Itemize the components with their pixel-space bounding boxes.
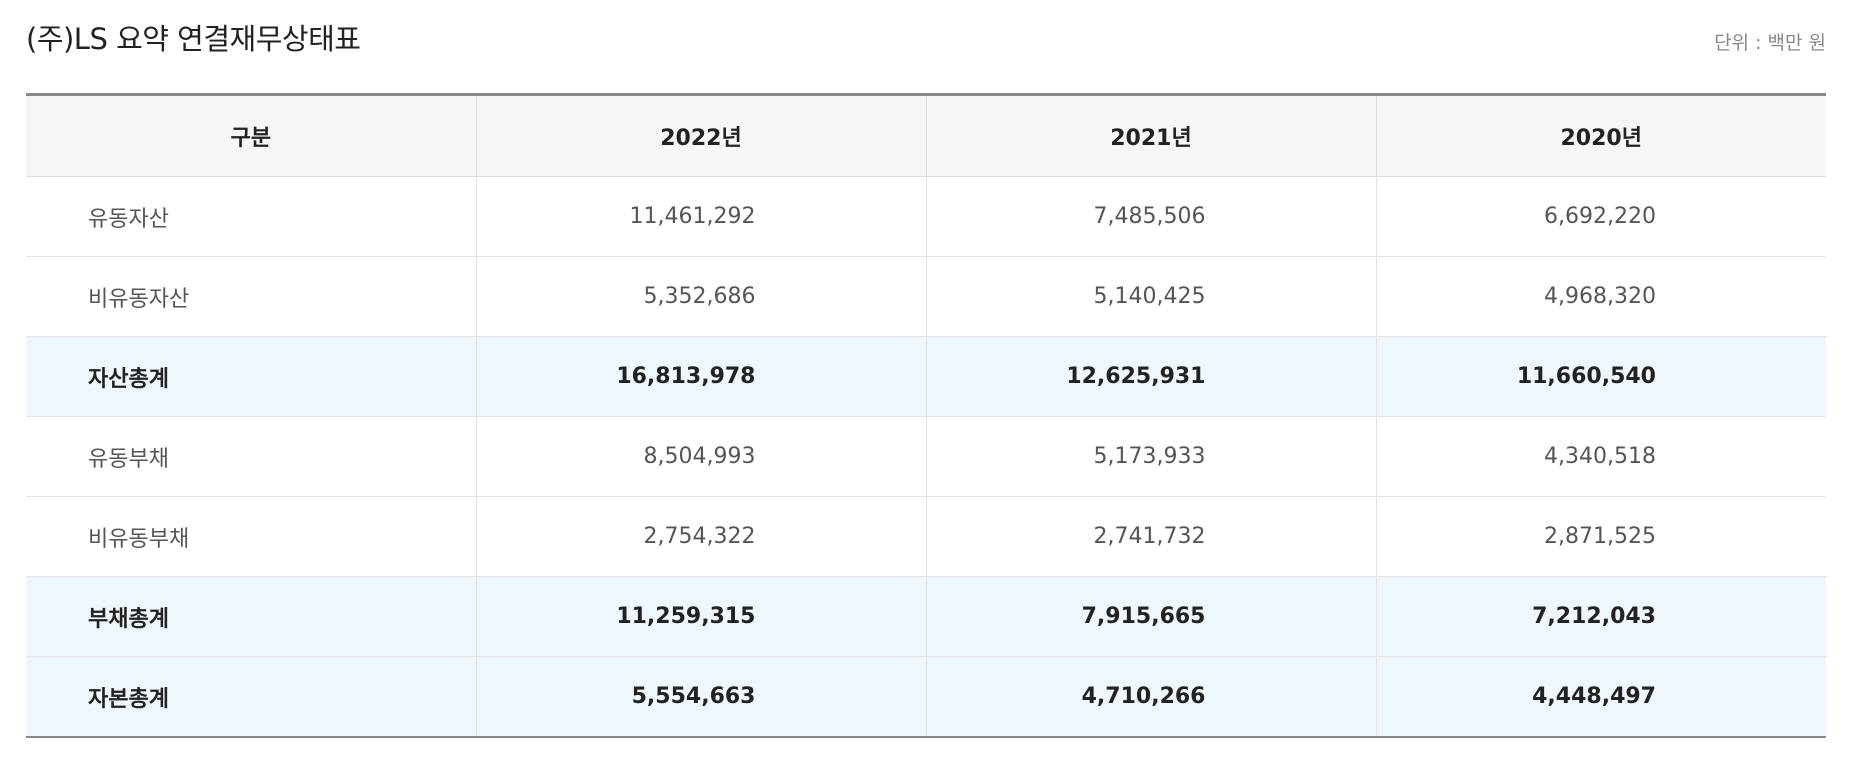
page-title: (주)LS 요약 연결재무상태표 — [26, 22, 361, 56]
table-row: 자본총계 5,554,663 4,710,266 4,448,497 — [26, 656, 1826, 738]
value-cell: 5,352,686 — [475, 256, 926, 337]
value-cell: 16,813,978 — [475, 336, 926, 417]
value-cell: 2,871,525 — [1375, 496, 1826, 577]
value-cell: 7,485,506 — [925, 176, 1376, 257]
header-row: 구분 2022년 2021년 2020년 — [26, 94, 1826, 177]
table-row: 유동자산 11,461,292 7,485,506 6,692,220 — [26, 176, 1826, 257]
value-cell: 5,140,425 — [925, 256, 1376, 337]
row-label: 자산총계 — [26, 336, 476, 417]
value-cell: 7,915,665 — [925, 576, 1376, 657]
table-row: 부채총계 11,259,315 7,915,665 7,212,043 — [26, 576, 1826, 657]
value-cell: 2,741,732 — [925, 496, 1376, 577]
table-row: 비유동부채 2,754,322 2,741,732 2,871,525 — [26, 496, 1826, 577]
table-header: 구분 2022년 2021년 2020년 — [26, 94, 1826, 177]
table-body: 유동자산 11,461,292 7,485,506 6,692,220 비유동자산 5,3… — [26, 176, 1826, 738]
column-header-2021: 2021년 — [925, 94, 1376, 177]
row-label: 비유동부채 — [26, 496, 476, 577]
value-cell: 11,259,315 — [475, 576, 926, 657]
value-cell: 12,625,931 — [925, 336, 1376, 417]
value-cell: 7,212,043 — [1375, 576, 1826, 657]
row-label: 부채총계 — [26, 576, 476, 657]
row-label: 유동자산 — [26, 176, 476, 257]
value-cell: 6,692,220 — [1375, 176, 1826, 257]
row-label: 유동부채 — [26, 416, 476, 497]
column-header-category: 구분 — [26, 94, 476, 177]
value-cell: 11,660,540 — [1375, 336, 1826, 417]
value-cell: 4,448,497 — [1375, 656, 1826, 738]
row-label: 비유동자산 — [26, 256, 476, 337]
value-cell: 11,461,292 — [475, 176, 926, 257]
balance-sheet-table: 구분 2022년 2021년 2020년 유동자산 11,461,292 7,485… — [26, 93, 1826, 738]
column-header-2020: 2020년 — [1375, 94, 1826, 177]
row-label: 자본총계 — [26, 656, 476, 738]
value-cell: 5,173,933 — [925, 416, 1376, 497]
value-cell: 2,754,322 — [475, 496, 926, 577]
unit-label: 단위 : 백만 원 — [1714, 32, 1826, 54]
table-row: 비유동자산 5,352,686 5,140,425 4,968,320 — [26, 256, 1826, 337]
value-cell: 4,710,266 — [925, 656, 1376, 738]
value-cell: 4,340,518 — [1375, 416, 1826, 497]
column-header-2022: 2022년 — [475, 94, 926, 177]
value-cell: 8,504,993 — [475, 416, 926, 497]
table-row: 자산총계 16,813,978 12,625,931 11,660,540 — [26, 336, 1826, 417]
value-cell: 4,968,320 — [1375, 256, 1826, 337]
table-row: 유동부채 8,504,993 5,173,933 4,340,518 — [26, 416, 1826, 497]
value-cell: 5,554,663 — [475, 656, 926, 738]
